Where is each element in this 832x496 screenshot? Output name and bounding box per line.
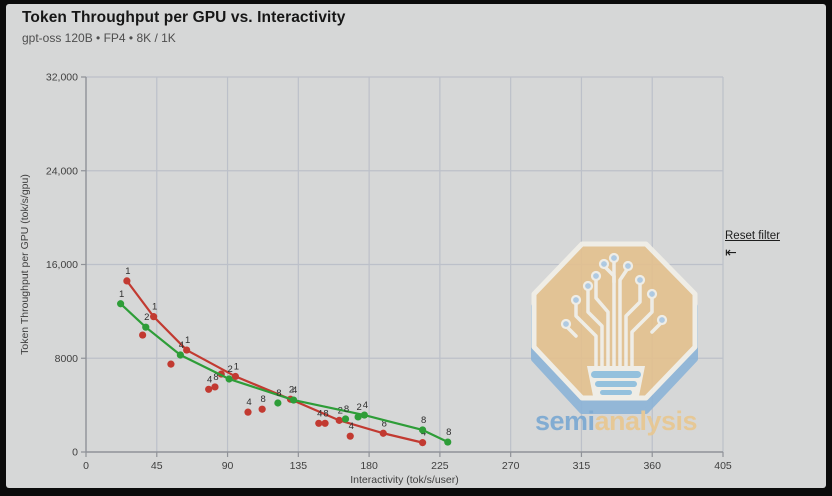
red-scatter-point[interactable] [346,432,354,440]
green-scatter-point[interactable] [274,399,282,407]
x-tick-label: 360 [643,460,661,472]
green-line-point[interactable] [290,396,298,404]
red-line-point-label: 1 [125,266,130,277]
chart-canvas: Token Throughput per GPU vs. Interactivi… [6,4,826,488]
red-line-point[interactable] [150,313,158,321]
green-line-point-label: 2 [144,312,149,323]
red-line-point-label: 1 [234,361,239,372]
red-scatter-point-label: 8 [213,372,218,383]
red-line-point[interactable] [123,277,131,285]
green-scatter-point-label: 8 [276,388,281,399]
red-scatter-point[interactable] [139,331,147,339]
reset-filter-control: Reset filter ⇤ [725,230,780,259]
red-scatter-point[interactable] [167,360,175,368]
reset-filter-icon[interactable]: ⇤ [725,244,737,260]
red-scatter-point[interactable] [211,383,219,391]
red-line-point[interactable] [418,439,427,447]
x-tick-label: 270 [502,460,520,472]
green-scatter-point[interactable] [341,415,350,423]
red-scatter-point[interactable] [258,405,266,413]
x-tick-label: 90 [222,460,234,472]
green-line-point[interactable] [444,438,452,446]
green-line-point-label: 4 [179,340,184,351]
x-tick-label: 405 [714,460,732,472]
green-scatter-point-label: 2 [356,402,361,413]
red-scatter-point[interactable] [205,385,213,393]
red-scatter-point-label: 8 [323,408,328,419]
green-line-path [119,302,449,444]
red-line-point-label: 2 [289,384,294,395]
y-tick-label: 8000 [55,353,79,365]
x-tick-label: 0 [83,460,89,472]
red-line-path [125,279,424,444]
green-line-point[interactable] [225,375,233,383]
green-line-point-label: 8 [446,427,451,438]
x-tick-label: 180 [360,460,378,472]
chart-subtitle: gpt-oss 120B • FP4 • 8K / 1K [22,31,176,45]
watermark-circuit-tree-icon [564,258,664,370]
x-tick-label: 45 [151,460,163,472]
reset-filter-link[interactable]: Reset filter [725,230,780,242]
red-scatter-point-label: 4 [207,374,212,385]
green-line-point-label: 8 [421,415,426,426]
green-line-point[interactable] [117,300,125,308]
y-tick-label: 24,000 [46,165,78,177]
x-tick-label: 135 [290,460,308,472]
watermark-bulb-bars [591,371,641,395]
red-scatter-point-label: 4 [246,397,251,408]
red-line-point[interactable] [231,372,240,381]
y-tick-label: 0 [72,447,78,459]
green-line-point[interactable] [360,411,368,419]
green-scatter-point[interactable] [354,413,362,421]
red-line-point-label: 1 [185,335,190,346]
chart-plot-area: 0 45 90 135 180 225 270 315 360 405 0 8000 16,000 24,… [19,72,732,487]
green-line-point-label: 4 [292,385,297,396]
red-scatter-point-label: 4 [349,421,354,432]
x-tick-label: 225 [431,460,449,472]
red-line-point-label: 8 [382,418,387,429]
red-scatter-point[interactable] [315,419,323,427]
watermark-wordmark: semianalysis [535,406,697,436]
green-scatter-point-label: 8 [344,404,349,415]
x-axis-title: Interactivity (tok/s/user) [350,474,459,486]
green-line-point[interactable] [418,426,427,434]
green-line-point[interactable] [142,323,150,331]
red-scatter-point[interactable] [244,408,252,416]
red-scatter-point[interactable] [321,419,329,427]
green-line-point-label: 2 [227,364,232,375]
watermark-circuit-dots [560,252,668,330]
green-line-point[interactable] [176,351,184,359]
green-line-point-label: 1 [119,289,124,300]
x-tick-label: 315 [573,460,591,472]
red-scatter-point-label: 8 [261,394,266,405]
y-tick-label: 32,000 [46,72,78,84]
red-line-point[interactable] [335,416,343,424]
y-axis-title: Token Throughput per GPU (tok/s/gpu) [19,174,31,355]
red-line-point[interactable] [379,429,387,437]
red-line-point-label: 1 [152,302,157,313]
red-scatter-point-label: 4 [317,408,322,419]
chart-title: Token Throughput per GPU vs. Interactivi… [22,9,346,26]
green-line-point-label: 4 [363,400,368,411]
y-tick-label: 16,000 [46,259,78,271]
semianalysis-watermark: semianalysis [531,241,698,436]
red-line-point[interactable] [183,346,191,354]
